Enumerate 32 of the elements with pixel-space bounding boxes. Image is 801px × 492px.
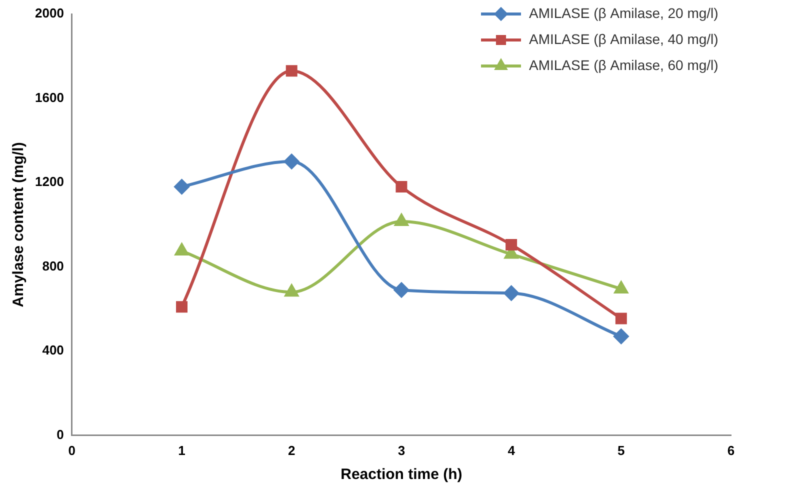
- point: [286, 65, 298, 77]
- x-tick-label: 6: [727, 442, 735, 458]
- x-tick-label: 5: [618, 442, 625, 458]
- point: [614, 328, 629, 344]
- point: [394, 214, 408, 226]
- point: [174, 179, 190, 194]
- point: [615, 312, 627, 324]
- x-tick-label: 1: [178, 442, 186, 458]
- y-axis-title: Amylase content (mg/l): [10, 142, 28, 308]
- point: [175, 244, 188, 256]
- y-tick-label: 400: [42, 342, 64, 358]
- legend-label: AMILASE (β Amilase, 60 mg/l): [529, 56, 718, 73]
- x-tick-label: 2: [288, 442, 296, 458]
- x-axis-title: Reaction time (h): [340, 466, 462, 484]
- point: [176, 301, 188, 313]
- legend-label: AMILASE (β Amilase, 40 mg/l): [529, 30, 718, 47]
- x-tick-label: 0: [68, 442, 76, 458]
- x-tick-label: 3: [398, 442, 406, 458]
- point: [506, 238, 518, 250]
- y-tick-label: 0: [56, 426, 64, 442]
- point: [394, 282, 409, 298]
- legend-label: AMILASE (β Amilase, 20 mg/l): [529, 4, 718, 21]
- y-tick-label: 800: [42, 258, 64, 274]
- x-tick-label: 4: [508, 442, 516, 458]
- y-tick-label: 2000: [35, 6, 64, 21]
- y-tick-label: 1600: [35, 90, 64, 105]
- point: [614, 281, 628, 294]
- point: [284, 154, 300, 169]
- point: [284, 284, 298, 297]
- y-tick-label: 1200: [35, 174, 64, 190]
- point: [396, 181, 408, 193]
- point: [504, 286, 519, 301]
